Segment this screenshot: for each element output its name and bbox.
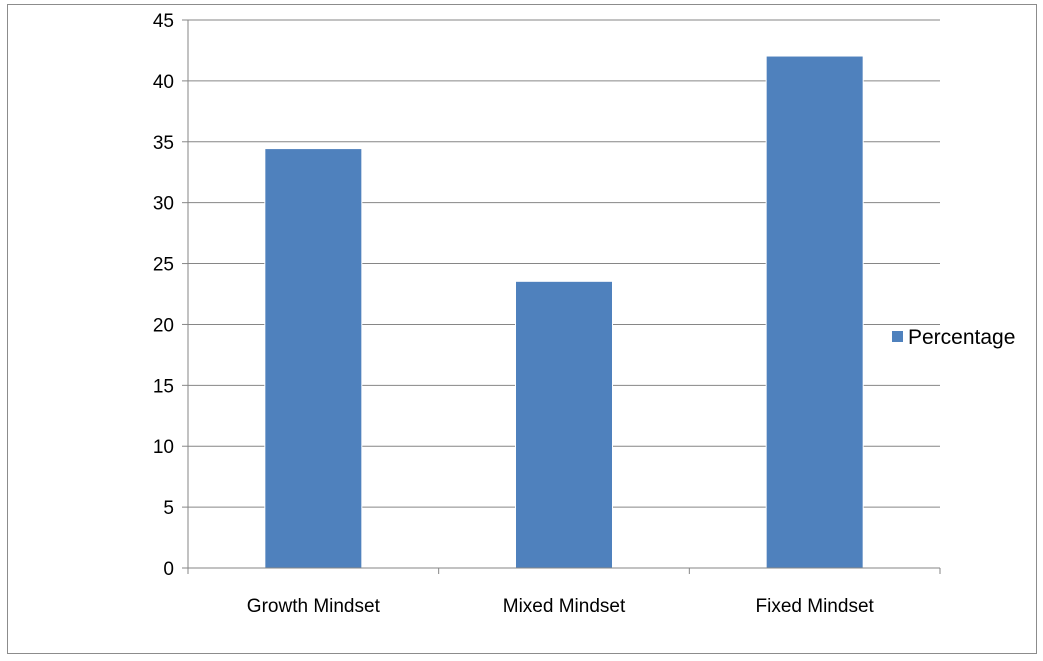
y-tick-label: 30 (153, 194, 174, 215)
y-tick-label: 35 (153, 133, 174, 154)
legend: Percentage (892, 326, 1015, 349)
axes: 0 5 10 15 20 25 30 35 40 45 Growth Mindset Mixed Mi… (153, 11, 941, 617)
bar-mixed-mindset (516, 281, 612, 568)
y-tick-label: 5 (163, 498, 174, 519)
bar-growth-mindset (265, 149, 362, 568)
x-tick-label: Fixed Mindset (756, 596, 875, 617)
y-tick-label: 45 (153, 11, 174, 32)
y-tick-label: 20 (153, 315, 174, 336)
y-tick-label: 15 (153, 376, 174, 397)
y-tick-label: 0 (163, 559, 174, 580)
legend-swatch (892, 331, 903, 342)
bars (264, 55, 864, 569)
legend-label: Percentage (908, 326, 1015, 349)
bar-fixed-mindset (766, 56, 863, 569)
y-tick-label: 25 (153, 255, 174, 276)
x-tick-label: Mixed Mindset (503, 596, 626, 617)
y-tick-label: 40 (153, 72, 174, 93)
x-tick-label: Growth Mindset (247, 596, 381, 617)
y-tick-label: 10 (153, 437, 174, 458)
